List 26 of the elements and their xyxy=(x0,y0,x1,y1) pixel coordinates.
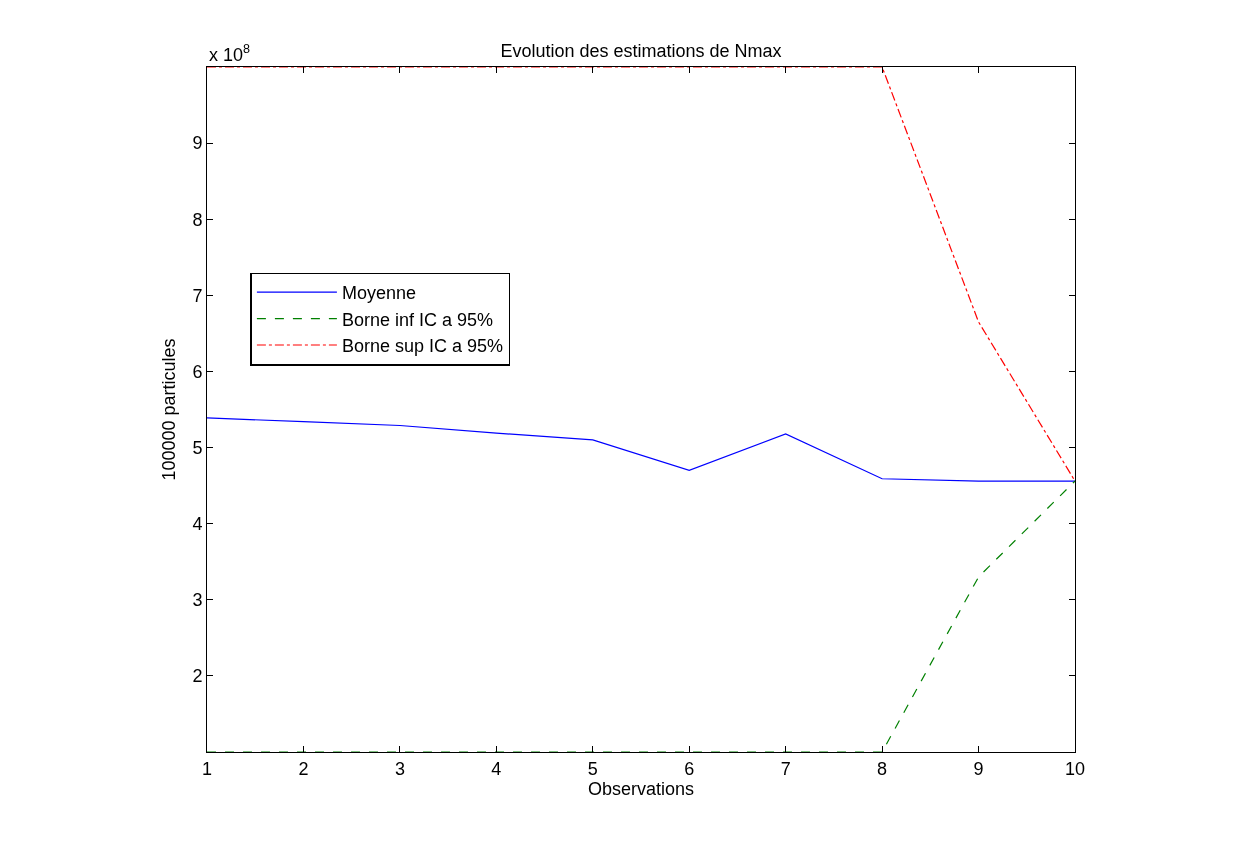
y-tick-label: 3 xyxy=(192,590,203,611)
x-tick-label: 4 xyxy=(491,758,502,779)
legend-label: Moyenne xyxy=(341,283,416,304)
y-tick-label: 5 xyxy=(192,437,203,458)
y-axis-title: 100000 particules xyxy=(158,338,179,481)
y-tick-label: 9 xyxy=(192,133,203,154)
text: x 10$^{8}$ xyxy=(209,42,251,65)
y-tick-label: 4 xyxy=(192,513,203,534)
y-tick-label: 8 xyxy=(192,209,203,230)
y-tick-label: 2 xyxy=(192,666,203,687)
x-axis-title: Observations xyxy=(587,778,695,799)
legend-label: Borne inf IC a 95% xyxy=(341,309,493,330)
x-tick-label: 10 xyxy=(1064,758,1086,779)
x-tick-label: 1 xyxy=(201,758,213,779)
x-tick-label: 9 xyxy=(973,758,984,779)
x-tick-label: 6 xyxy=(684,758,695,779)
chart-title: Evolution des estimations de Nmax xyxy=(500,41,782,61)
y-tick-label: 7 xyxy=(192,285,203,306)
x-tick-label: 3 xyxy=(394,758,405,779)
line-series xyxy=(207,417,1075,482)
x-tick-label: 5 xyxy=(587,758,598,779)
legend-label: Borne sup IC a 95% xyxy=(341,336,504,357)
x-tick-label: 8 xyxy=(877,758,888,779)
x-tick-label: 7 xyxy=(780,758,791,779)
y-tick-label: 6 xyxy=(192,361,203,382)
x-tick-label: 2 xyxy=(298,758,309,779)
